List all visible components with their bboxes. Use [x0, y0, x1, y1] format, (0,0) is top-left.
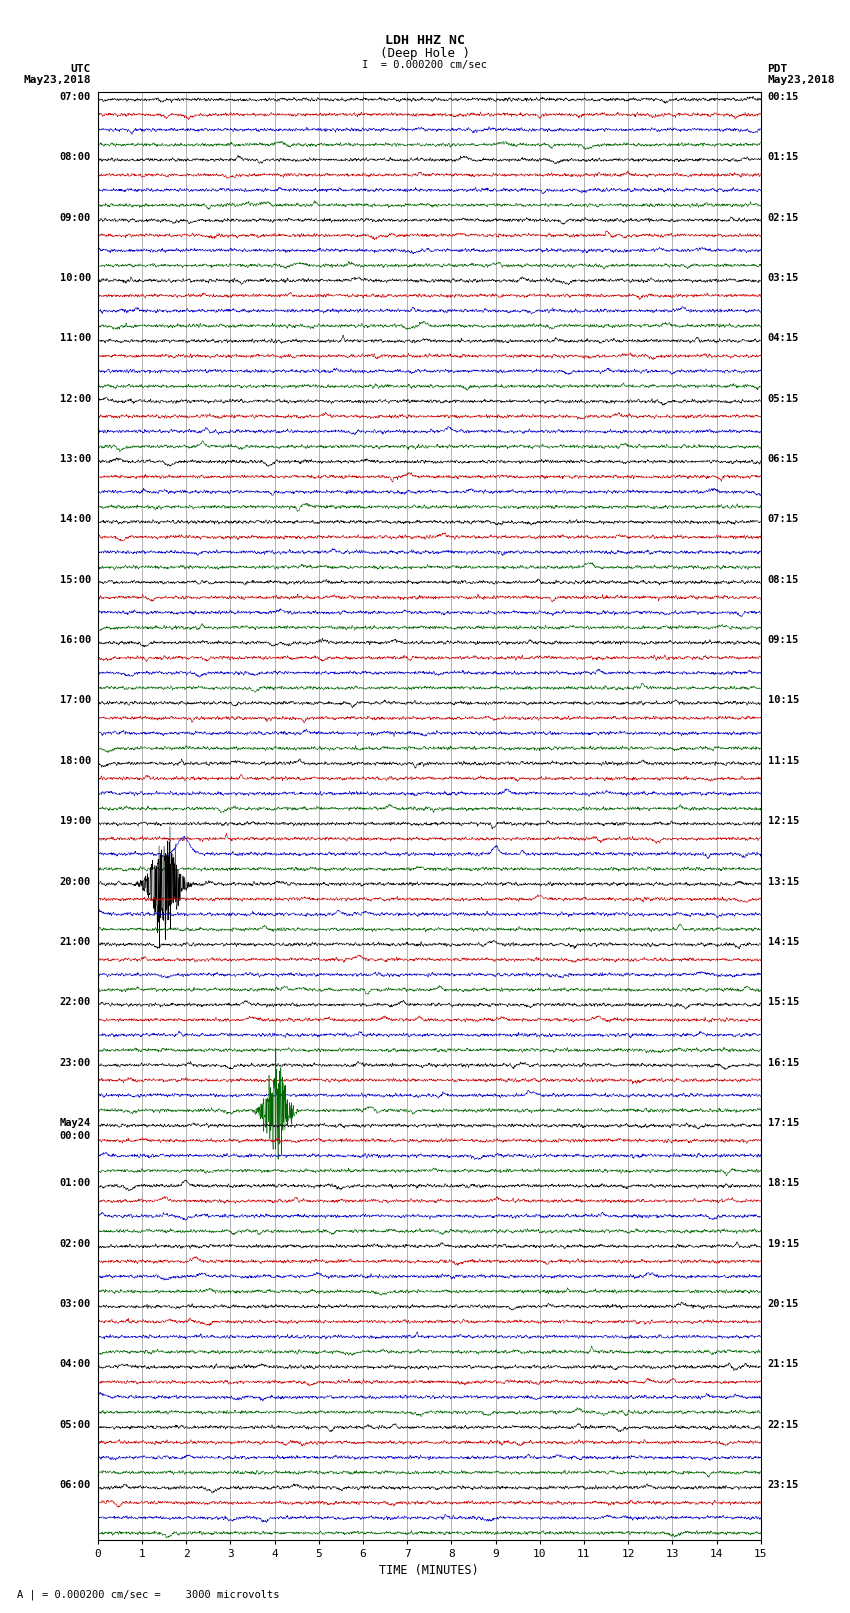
Text: I  = 0.000200 cm/sec: I = 0.000200 cm/sec — [362, 60, 488, 69]
Text: 23:15: 23:15 — [768, 1481, 799, 1490]
Text: 12:00: 12:00 — [60, 394, 91, 403]
Text: PDT
May23,2018: PDT May23,2018 — [768, 65, 835, 85]
Text: 08:15: 08:15 — [768, 574, 799, 586]
Text: 20:15: 20:15 — [768, 1298, 799, 1310]
Text: 10:00: 10:00 — [60, 273, 91, 282]
Text: 14:15: 14:15 — [768, 937, 799, 947]
Text: 00:15: 00:15 — [768, 92, 799, 102]
Text: 06:15: 06:15 — [768, 455, 799, 465]
Text: 17:15: 17:15 — [768, 1118, 799, 1127]
Text: 01:00: 01:00 — [60, 1177, 91, 1189]
Text: A | = 0.000200 cm/sec =    3000 microvolts: A | = 0.000200 cm/sec = 3000 microvolts — [17, 1589, 280, 1600]
Text: UTC
May23,2018: UTC May23,2018 — [24, 65, 91, 85]
Text: 11:15: 11:15 — [768, 756, 799, 766]
Text: 05:15: 05:15 — [768, 394, 799, 403]
Text: 14:00: 14:00 — [60, 515, 91, 524]
Text: 21:15: 21:15 — [768, 1360, 799, 1369]
Text: 08:00: 08:00 — [60, 152, 91, 163]
Text: 07:00: 07:00 — [60, 92, 91, 102]
X-axis label: TIME (MINUTES): TIME (MINUTES) — [379, 1563, 479, 1576]
Text: 04:00: 04:00 — [60, 1360, 91, 1369]
Text: LDH HHZ NC: LDH HHZ NC — [385, 34, 465, 47]
Text: 16:00: 16:00 — [60, 636, 91, 645]
Text: 10:15: 10:15 — [768, 695, 799, 705]
Text: 23:00: 23:00 — [60, 1058, 91, 1068]
Text: 18:00: 18:00 — [60, 756, 91, 766]
Text: (Deep Hole ): (Deep Hole ) — [380, 47, 470, 60]
Text: 05:00: 05:00 — [60, 1419, 91, 1429]
Text: 17:00: 17:00 — [60, 695, 91, 705]
Text: 18:15: 18:15 — [768, 1177, 799, 1189]
Text: 12:15: 12:15 — [768, 816, 799, 826]
Text: 15:15: 15:15 — [768, 997, 799, 1007]
Text: 15:00: 15:00 — [60, 574, 91, 586]
Text: 02:15: 02:15 — [768, 213, 799, 223]
Text: 13:15: 13:15 — [768, 876, 799, 887]
Text: 09:15: 09:15 — [768, 636, 799, 645]
Text: 19:00: 19:00 — [60, 816, 91, 826]
Text: 21:00: 21:00 — [60, 937, 91, 947]
Text: 22:15: 22:15 — [768, 1419, 799, 1429]
Text: May24: May24 — [60, 1118, 91, 1127]
Text: 07:15: 07:15 — [768, 515, 799, 524]
Text: 11:00: 11:00 — [60, 334, 91, 344]
Text: 22:00: 22:00 — [60, 997, 91, 1007]
Text: 02:00: 02:00 — [60, 1239, 91, 1248]
Text: 13:00: 13:00 — [60, 455, 91, 465]
Text: 03:15: 03:15 — [768, 273, 799, 282]
Text: 04:15: 04:15 — [768, 334, 799, 344]
Text: 06:00: 06:00 — [60, 1481, 91, 1490]
Text: 00:00: 00:00 — [60, 1131, 91, 1140]
Text: 09:00: 09:00 — [60, 213, 91, 223]
Text: 01:15: 01:15 — [768, 152, 799, 163]
Text: 19:15: 19:15 — [768, 1239, 799, 1248]
Text: 20:00: 20:00 — [60, 876, 91, 887]
Text: 16:15: 16:15 — [768, 1058, 799, 1068]
Text: 03:00: 03:00 — [60, 1298, 91, 1310]
